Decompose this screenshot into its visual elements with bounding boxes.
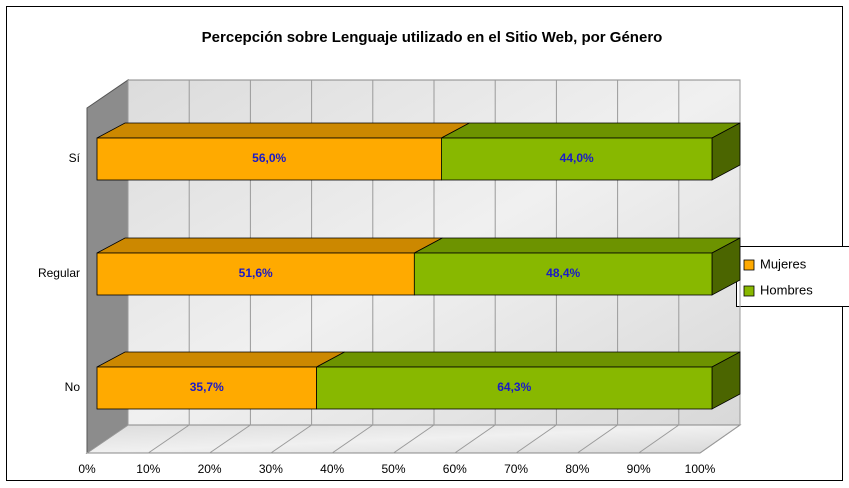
category-label: Sí: [69, 151, 81, 165]
bar: [316, 366, 713, 410]
bar: [96, 137, 442, 181]
x-tick-label: 30%: [259, 462, 283, 476]
floor-grid-line: [331, 424, 374, 454]
data-label: 44,0%: [560, 151, 594, 165]
floor-grid-line: [270, 424, 312, 454]
x-tick-label: 100%: [685, 462, 716, 476]
floor-grid-line: [638, 424, 680, 454]
floor-grid-line: [699, 424, 741, 454]
data-label: 56,0%: [252, 151, 286, 165]
chart-title: Percepción sobre Lenguaje utilizado en e…: [202, 29, 663, 46]
data-label: 35,7%: [190, 380, 224, 394]
bar-top-face: [96, 237, 443, 254]
x-tick-label: 40%: [320, 462, 344, 476]
bar-top-face: [414, 237, 741, 254]
x-tick-label: 50%: [381, 462, 405, 476]
x-tick-label: 0%: [78, 462, 96, 476]
legend-label: Mujeres: [760, 256, 807, 271]
legend-label: Hombres: [760, 282, 813, 297]
floor-grid-line: [148, 424, 190, 454]
x-tick-label: 80%: [565, 462, 589, 476]
bar-top-face: [441, 122, 741, 139]
floor-grid-line: [393, 424, 435, 454]
floor-grid-line: [577, 424, 618, 454]
floor-grid-line: [515, 424, 557, 454]
x-tick-label: 10%: [136, 462, 160, 476]
bar-top-face: [96, 351, 345, 368]
data-label: 64,3%: [497, 380, 531, 394]
legend: [736, 246, 849, 307]
legend-swatch: [743, 285, 755, 297]
floor-grid-line: [209, 424, 251, 454]
floor-grid-line: [86, 424, 129, 454]
x-tick-label: 60%: [443, 462, 467, 476]
bar: [96, 366, 317, 410]
floor-grid-line: [454, 424, 496, 454]
category-label: Regular: [38, 266, 80, 280]
x-tick-label: 90%: [627, 462, 651, 476]
bar: [413, 252, 713, 296]
category-label: No: [65, 380, 81, 394]
bar-top-face: [316, 351, 741, 368]
data-label: 51,6%: [239, 266, 273, 280]
bar: [96, 252, 415, 296]
data-label: 48,4%: [546, 266, 580, 280]
legend-swatch: [743, 259, 755, 271]
x-tick-label: 70%: [504, 462, 528, 476]
bar: [440, 137, 713, 181]
x-tick-label: 20%: [198, 462, 222, 476]
bar-top-face: [96, 122, 470, 139]
